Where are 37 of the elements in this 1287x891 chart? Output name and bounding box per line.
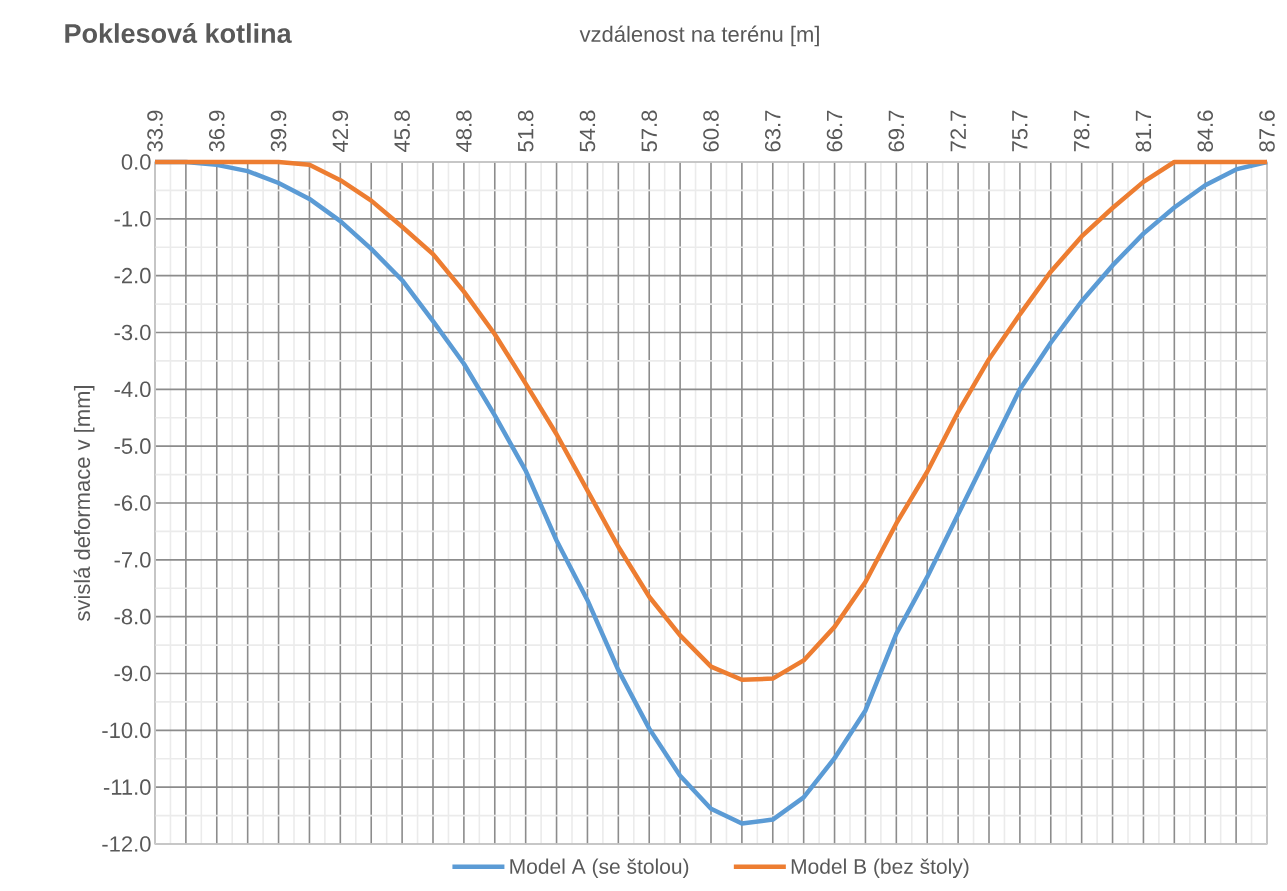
- y-tick-label: -11.0: [103, 779, 151, 795]
- chart-title: Poklesová kotlina: [65, 22, 292, 44]
- y-axis-title: svislá deformace v [mm]: [73, 386, 95, 621]
- y-tick-label: -7.0: [114, 552, 151, 568]
- y-tick-label: -10.0: [102, 722, 151, 739]
- x-tick-label: 87.6: [1259, 110, 1275, 152]
- x-tick-label: 57.8: [641, 110, 658, 152]
- x-tick-label: 39.9: [270, 110, 287, 152]
- y-tick-label: -9.0: [114, 665, 151, 682]
- y-tick-label: -1.0: [114, 211, 151, 227]
- x-tick-label: 75.7: [1012, 110, 1028, 152]
- legend-label: Model B (bez štoly): [791, 858, 969, 879]
- y-tick-label: 0.0: [121, 154, 151, 170]
- y-tick-label: -2.0: [114, 267, 151, 284]
- x-tick-label: 78.7: [1073, 110, 1090, 152]
- y-tick-label: -5.0: [114, 438, 151, 454]
- y-tick-label: -6.0: [114, 495, 151, 511]
- y-tick-label: -3.0: [114, 324, 151, 341]
- y-tick-label: -12.0: [102, 836, 151, 852]
- x-tick-label: 72.7: [950, 110, 966, 152]
- x-tick-label: 42.9: [332, 110, 349, 152]
- x-tick-label: 51.8: [517, 110, 534, 152]
- x-tick-label: 66.7: [826, 110, 843, 152]
- x-tick-label: 81.7: [1135, 110, 1152, 152]
- x-tick-label: 60.8: [703, 110, 719, 152]
- y-tick-label: -4.0: [114, 381, 151, 398]
- x-tick-label: 69.7: [888, 110, 905, 152]
- x-tick-label: 84.6: [1197, 110, 1214, 152]
- x-tick-label: 33.9: [147, 110, 163, 152]
- x-axis-title: vzdálenost na terénu [m]: [579, 25, 819, 47]
- x-tick-label: 45.8: [394, 110, 410, 152]
- x-tick-label: 36.9: [208, 110, 225, 152]
- x-tick-label: 48.8: [456, 110, 472, 152]
- legend-label: Model A (se štolou): [510, 858, 689, 879]
- x-tick-label: 54.8: [579, 110, 596, 152]
- x-tick-label: 63.7: [764, 110, 781, 152]
- y-tick-label: -8.0: [114, 608, 151, 625]
